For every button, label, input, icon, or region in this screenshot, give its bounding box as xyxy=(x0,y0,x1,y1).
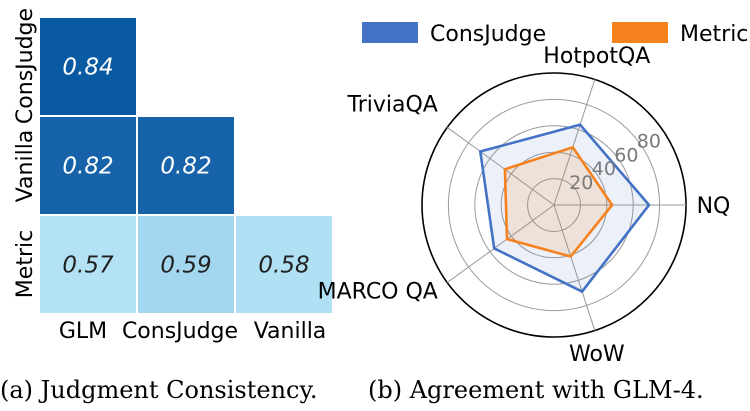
radar-legend: ConsJudge Metric xyxy=(362,22,748,47)
consistency-heatmap: 0.84 0.82 0.82 0.57 0.59 0.58 xyxy=(40,18,332,313)
legend-swatch-consjudge xyxy=(362,22,418,43)
caption-b: (b) Agreement with GLM-4. xyxy=(368,376,704,404)
radar-category-label: NQ xyxy=(697,194,731,219)
radar-category-label: TriviaQA xyxy=(347,93,438,118)
radar-category-label: WoW xyxy=(569,342,625,367)
radar-spoke xyxy=(446,204,555,283)
radar-spoke xyxy=(446,127,555,206)
heatmap-cell-value: 0.82 xyxy=(160,154,211,180)
legend-label-metric: Metric xyxy=(680,22,748,47)
radar-category-label: HotpotQA xyxy=(543,44,650,69)
heatmap-col-labels: GLM ConsJudge Vanilla xyxy=(59,319,326,344)
heatmap-cell-value: 0.82 xyxy=(62,154,113,180)
radar-tick-label: 40 xyxy=(592,158,616,180)
legend-swatch-metric xyxy=(612,22,668,43)
col-label-consjudge: ConsJudge xyxy=(122,319,238,344)
radar-tick-label: 80 xyxy=(637,131,661,153)
radar-tick-label: 60 xyxy=(614,144,638,166)
heatmap-cell-value: 0.84 xyxy=(62,55,113,81)
heatmap-cell-value: 0.59 xyxy=(160,253,211,279)
caption-a: (a) Judgment Consistency. xyxy=(0,376,317,404)
heatmap-cell-metric-glm xyxy=(40,216,136,313)
radar-series-consjudge xyxy=(478,123,651,294)
radar-spoke xyxy=(553,79,596,206)
row-label-consjudge: ConsJudge xyxy=(13,8,38,124)
row-label-metric: Metric xyxy=(13,230,38,298)
heatmap-cell-vanilla-glm xyxy=(40,117,136,214)
col-label-vanilla: Vanilla xyxy=(254,319,327,344)
heatmap-cell-value: 0.57 xyxy=(62,253,114,279)
heatmap-cell-value: 0.58 xyxy=(258,253,309,279)
heatmap-cell-metric-consjudge xyxy=(138,216,234,313)
radar-series-metric xyxy=(503,145,614,258)
col-label-glm: GLM xyxy=(59,319,107,344)
row-label-vanilla: Vanilla xyxy=(13,130,38,203)
heatmap-cell-vanilla-consjudge xyxy=(138,117,234,214)
radar-tick-label: 20 xyxy=(569,172,593,194)
heatmap-cell-consjudge-glm xyxy=(40,18,136,115)
radar-category-label: MARCO QA xyxy=(318,279,438,304)
heatmap-cell-metric-vanilla xyxy=(236,216,332,313)
heatmap-row-labels: ConsJudge Vanilla Metric xyxy=(13,8,38,298)
radar-spoke xyxy=(553,204,596,331)
legend-label-consjudge: ConsJudge xyxy=(430,22,546,47)
